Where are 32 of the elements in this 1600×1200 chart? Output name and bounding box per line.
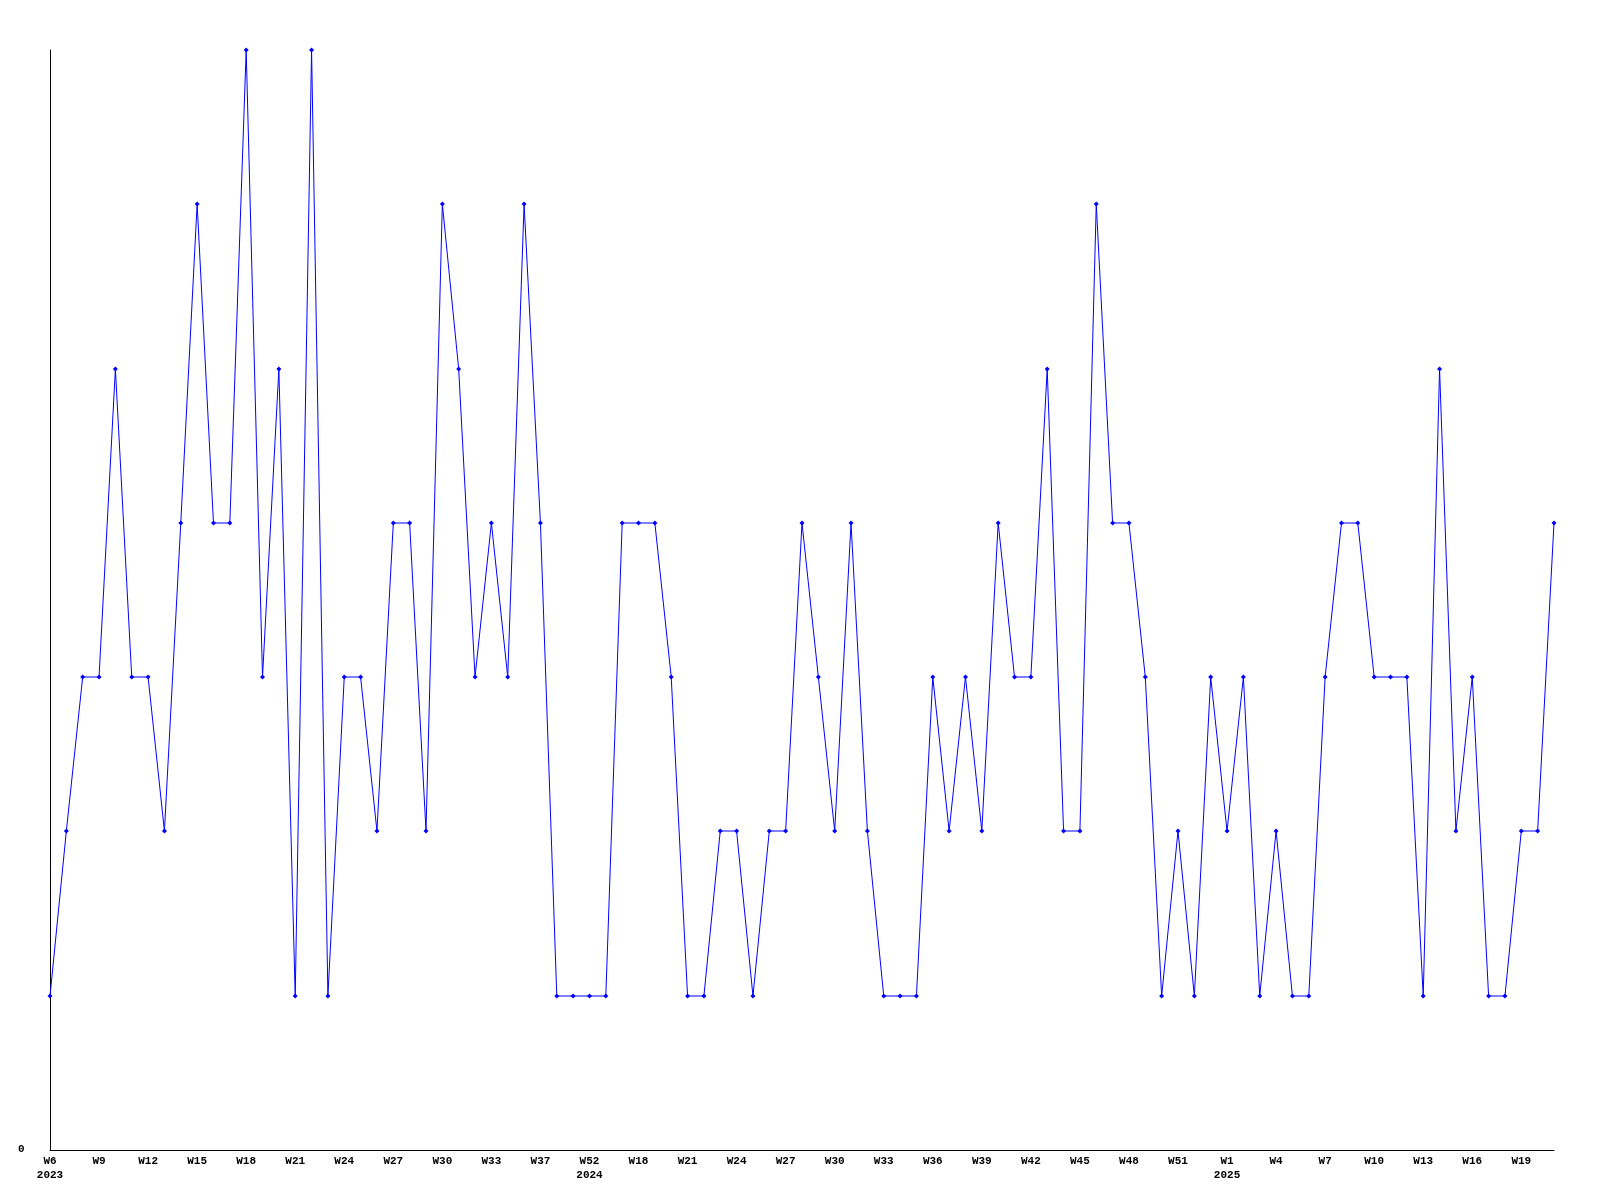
- x-tick-label: W33: [873, 1155, 895, 1167]
- x-tick-label: W36: [922, 1155, 943, 1167]
- x-tick-label: W27: [383, 1155, 404, 1167]
- x-tick-label: W4: [1269, 1155, 1284, 1167]
- x-tick-label: W51: [1168, 1155, 1189, 1167]
- x-tick-label: W37: [530, 1155, 551, 1167]
- x-tick-label: W18: [628, 1155, 649, 1167]
- x-tick-label: W48: [1119, 1155, 1140, 1167]
- x-tick-label: W21: [677, 1155, 698, 1167]
- x-tick-label: W24: [334, 1155, 355, 1167]
- text: 0: [18, 1142, 25, 1155]
- x-tick-label: W33: [481, 1155, 502, 1167]
- x-tick-label: W42: [1020, 1155, 1041, 1167]
- x-tick-label: W21: [285, 1155, 306, 1167]
- x-tick-label: W9: [92, 1155, 106, 1167]
- x-tick-label: W27: [775, 1155, 796, 1167]
- x-tick-label: W30: [432, 1155, 453, 1167]
- x-tick-label: W45: [1070, 1155, 1091, 1167]
- x-tick-label: W6 2023: [36, 1155, 64, 1181]
- x-tick-label: W7: [1318, 1155, 1332, 1167]
- x-tick-label: W52 2024: [576, 1155, 604, 1181]
- x-tick-label: W16: [1462, 1155, 1483, 1167]
- x-tick-label: W39: [971, 1155, 992, 1167]
- x-tick-label: W12: [138, 1155, 158, 1167]
- x-tick-label: W18: [236, 1155, 257, 1167]
- x-tick-label: W13: [1413, 1155, 1434, 1167]
- x-tick-label: W1 2025: [1213, 1155, 1241, 1181]
- x-tick-label: W15: [187, 1155, 208, 1167]
- x-tick-label: W10: [1364, 1155, 1385, 1167]
- x-tick-label: W30: [824, 1155, 845, 1167]
- x-tick-label: W19: [1511, 1155, 1532, 1167]
- x-tick-label: W24: [726, 1155, 747, 1167]
